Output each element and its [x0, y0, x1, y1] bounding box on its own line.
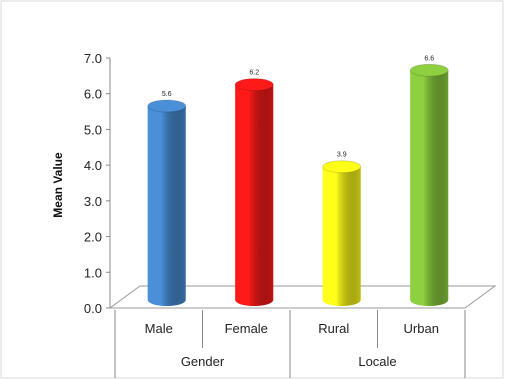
bar-rural — [322, 160, 362, 306]
group-label: Locale — [358, 354, 396, 369]
category-label: Rural — [318, 321, 349, 336]
category-label: Female — [225, 321, 268, 336]
bar-male — [147, 99, 187, 306]
bar-top — [409, 63, 449, 77]
group-label: Gender — [181, 354, 225, 369]
y-tick-label: 0.0 — [84, 301, 102, 316]
bar-shading — [147, 106, 186, 306]
y-tick-label: 5.0 — [84, 122, 102, 137]
category-label: Male — [145, 321, 173, 336]
data-label: 3.9 — [337, 152, 347, 159]
category-label: Urban — [404, 321, 439, 336]
y-tick-label: 3.0 — [84, 194, 102, 209]
data-label: 5.6 — [162, 91, 172, 98]
chart-floor — [108, 285, 497, 309]
bar-top — [234, 78, 274, 92]
data-label: 6.6 — [424, 55, 434, 62]
bar-shading — [322, 166, 361, 306]
bar-top — [322, 160, 362, 174]
y-tick-label: 4.0 — [84, 158, 102, 173]
bar-urban — [409, 63, 449, 307]
bar-shading — [410, 70, 449, 307]
y-tick-label: 1.0 — [84, 265, 102, 280]
bar-top — [147, 99, 187, 113]
bar-shading — [235, 84, 274, 306]
y-tick-label: 6.0 — [84, 87, 102, 102]
y-axis-title: Mean Value — [51, 152, 65, 218]
y-tick-label: 2.0 — [84, 230, 102, 245]
bar-female — [234, 78, 274, 306]
data-label: 6.2 — [249, 70, 259, 77]
y-tick-label: 7.0 — [84, 51, 102, 66]
